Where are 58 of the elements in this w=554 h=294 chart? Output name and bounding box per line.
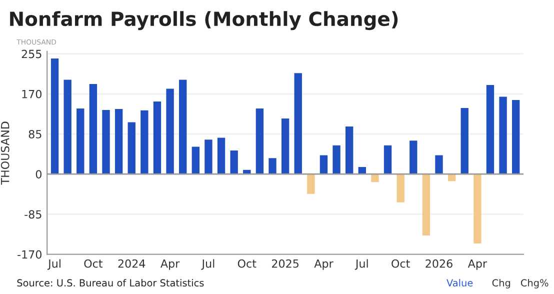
bar <box>499 96 507 174</box>
bar <box>140 110 148 174</box>
bar <box>76 108 84 174</box>
bar <box>230 150 238 174</box>
bar <box>474 174 482 244</box>
source-note: Source: U.S. Bureau of Labor Statistics <box>17 279 204 287</box>
x-tick-label: 2025 <box>272 259 298 268</box>
x-tick-label: Jul <box>354 259 368 270</box>
bar <box>332 145 340 174</box>
bar <box>281 118 290 174</box>
bar <box>102 110 110 174</box>
bar <box>346 126 354 174</box>
y-tick-label: 0 <box>36 170 42 178</box>
x-tick-label: Apr <box>160 260 180 270</box>
x-tick-label: Oct <box>84 259 103 268</box>
bar <box>396 174 404 202</box>
bar <box>410 140 418 174</box>
bar <box>128 122 136 174</box>
text: Chg <box>492 279 510 288</box>
bar <box>435 155 443 174</box>
bar <box>114 109 123 174</box>
text: Value <box>446 279 473 287</box>
x-tick-label: 2024 <box>118 259 146 268</box>
x-tick-label: Apr <box>314 260 334 270</box>
y-tick-label: 255 <box>22 50 42 58</box>
y-tick-label: -170 <box>18 250 42 259</box>
bar <box>320 155 328 174</box>
bar <box>192 146 200 174</box>
x-tick-label: Jul <box>47 259 60 270</box>
bar <box>486 84 494 174</box>
bar <box>179 80 187 174</box>
bar <box>307 174 315 194</box>
x-tick-label: Jul <box>201 259 214 270</box>
bar <box>512 100 520 174</box>
bar <box>371 174 379 182</box>
bar <box>460 108 468 174</box>
bar <box>256 108 264 174</box>
x-tick-label: Apr <box>468 260 488 270</box>
bar <box>166 88 174 174</box>
y-axis-title: THOUSAND <box>0 122 10 185</box>
bar <box>153 101 162 174</box>
bar <box>268 158 276 174</box>
y-tick-label: 85 <box>28 130 42 138</box>
y-tick-label: 170 <box>22 90 42 98</box>
text: Chg% <box>520 279 548 288</box>
bar <box>204 140 212 174</box>
x-tick-label: 2026 <box>426 259 452 268</box>
bar <box>50 58 59 174</box>
bar <box>294 73 302 174</box>
bar <box>89 84 98 174</box>
x-tick-label: Oct <box>238 259 256 268</box>
bar <box>384 145 392 174</box>
y-tick-label: -85 <box>24 210 42 219</box>
bar <box>422 174 430 236</box>
bar <box>64 80 72 174</box>
x-tick-label: Oct <box>392 259 410 268</box>
chart-title: Nonfarm Payrolls (Monthly Change) <box>10 11 398 30</box>
bar <box>217 138 226 174</box>
